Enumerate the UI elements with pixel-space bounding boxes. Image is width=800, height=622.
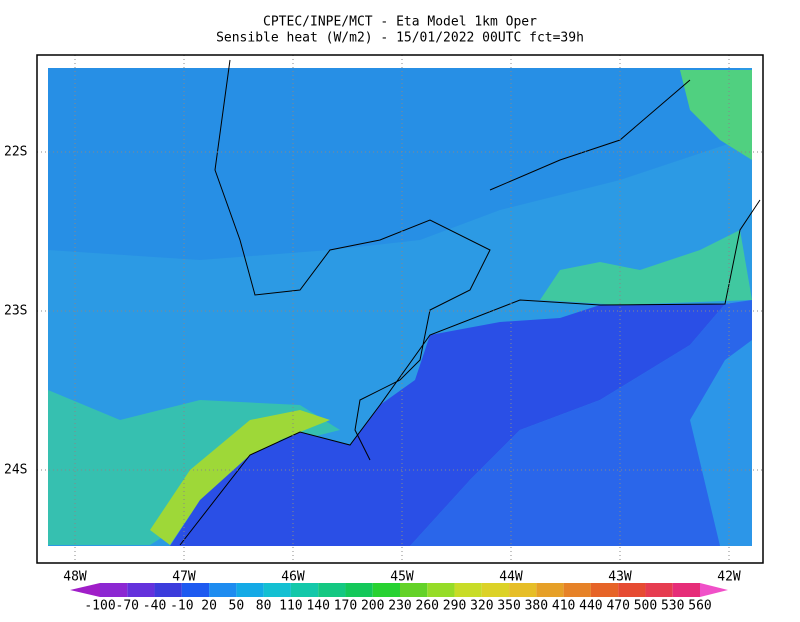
field-patch bbox=[48, 68, 740, 260]
lon-label: 42W bbox=[717, 570, 741, 585]
colorbar-label: 140 bbox=[306, 599, 329, 614]
colorbar-swatch bbox=[263, 583, 291, 597]
colorbar-swatch bbox=[100, 583, 128, 597]
colorbar-swatch bbox=[509, 583, 537, 597]
colorbar-swatch bbox=[645, 583, 673, 597]
colorbar: -100 -70 -40 -10 20 50 80 110 140 170 200 230 260 290… bbox=[70, 583, 728, 614]
colorbar-swatch bbox=[154, 583, 182, 597]
colorbar-swatch bbox=[481, 583, 510, 597]
lon-label: 46W bbox=[281, 570, 305, 585]
colorbar-label: 410 bbox=[552, 599, 575, 614]
colorbar-label: 380 bbox=[525, 599, 548, 614]
colorbar-swatch bbox=[427, 583, 455, 597]
colorbar-label: 290 bbox=[443, 599, 466, 614]
colorbar-swatch bbox=[590, 583, 619, 597]
ocean-far bbox=[690, 340, 752, 546]
colorbar-swatch bbox=[700, 583, 728, 597]
title: CPTEC/INPE/MCT - Eta Model 1km Oper bbox=[263, 15, 537, 30]
colorbar-label: 350 bbox=[497, 599, 520, 614]
colorbar-label: -100 bbox=[84, 599, 115, 614]
colorbar-label: 230 bbox=[388, 599, 411, 614]
lon-label: 48W bbox=[63, 570, 87, 585]
colorbar-label: 20 bbox=[201, 599, 217, 614]
colorbar-swatch bbox=[345, 583, 373, 597]
colorbar-swatch bbox=[236, 583, 264, 597]
colorbar-label: 170 bbox=[334, 599, 357, 614]
graticule: 22S 23S 24S 48W 47W 46W 45W 44W 43W 42W bbox=[4, 55, 763, 585]
colorbar-swatch bbox=[70, 583, 100, 597]
colorbar-label: 200 bbox=[361, 599, 384, 614]
colorbar-label: 470 bbox=[606, 599, 629, 614]
ocean-mid bbox=[410, 300, 752, 546]
lon-label: 43W bbox=[608, 570, 632, 585]
colorbar-swatch bbox=[318, 583, 346, 597]
colorbar-label: 530 bbox=[661, 599, 684, 614]
colorbar-swatch bbox=[290, 583, 319, 597]
colorbar-swatch bbox=[536, 583, 564, 597]
colorbar-label: 500 bbox=[634, 599, 657, 614]
colorbar-swatch bbox=[181, 583, 210, 597]
colorbar-label: -70 bbox=[116, 599, 139, 614]
field-patch bbox=[680, 70, 752, 160]
lat-label: 24S bbox=[4, 463, 27, 478]
colorbar-label: -40 bbox=[143, 599, 166, 614]
lon-label: 47W bbox=[172, 570, 196, 585]
colorbar-label: 440 bbox=[579, 599, 602, 614]
map-frame bbox=[36, 54, 764, 564]
colorbar-swatch bbox=[454, 583, 482, 597]
colorbar-swatch bbox=[400, 583, 428, 597]
colorbar-swatch bbox=[372, 583, 400, 597]
ocean-near bbox=[170, 304, 725, 546]
colorbar-swatch bbox=[672, 583, 700, 597]
colorbar-swatch bbox=[563, 583, 591, 597]
lon-label: 45W bbox=[390, 570, 414, 585]
colorbar-label: 260 bbox=[416, 599, 439, 614]
field-patch bbox=[150, 410, 330, 545]
colorbar-label: 110 bbox=[279, 599, 302, 614]
colorbar-label: 80 bbox=[256, 599, 272, 614]
colorbar-swatch bbox=[209, 583, 237, 597]
map-field bbox=[48, 59, 761, 546]
colorbar-label: 50 bbox=[229, 599, 245, 614]
coastline-borders bbox=[179, 59, 761, 546]
lon-label: 44W bbox=[499, 570, 523, 585]
colorbar-label: 320 bbox=[470, 599, 493, 614]
colorbar-label: 560 bbox=[688, 599, 711, 614]
lat-label: 22S bbox=[4, 145, 27, 160]
colorbar-swatch bbox=[127, 583, 155, 597]
subtitle: Sensible heat (W/m2) - 15/01/2022 00UTC … bbox=[216, 31, 584, 46]
field-patch bbox=[540, 230, 752, 305]
colorbar-swatch bbox=[618, 583, 646, 597]
colorbar-label: -10 bbox=[170, 599, 193, 614]
lat-label: 23S bbox=[4, 304, 27, 319]
